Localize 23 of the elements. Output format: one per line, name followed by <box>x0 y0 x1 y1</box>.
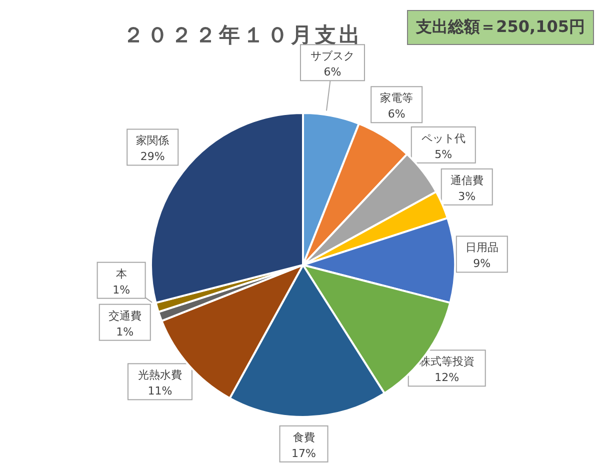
chart-title: ２０２２年１０月支出 <box>123 23 363 47</box>
data-label: 5% <box>434 148 452 161</box>
data-label: 11% <box>148 384 172 398</box>
data-label: 6% <box>388 108 406 121</box>
slice-label: 食費 <box>292 430 315 444</box>
data-label: 17% <box>292 446 316 460</box>
slice-label: 日用品 <box>465 241 498 254</box>
data-label: 3% <box>458 190 476 203</box>
text: 支出総額＝250,105円 <box>407 10 594 45</box>
data-label: 29% <box>140 150 165 164</box>
slice-label: 光熱水費 <box>138 368 182 382</box>
slice-label: 本 <box>116 267 127 280</box>
slice-label: 交通費 <box>108 309 142 322</box>
data-label: 6% <box>324 66 342 79</box>
data-label: 12% <box>434 371 460 384</box>
data-label: 1% <box>116 325 134 338</box>
data-label: 9% <box>473 257 491 270</box>
data-label: 1% <box>112 283 130 296</box>
slice-label: 家電等 <box>380 92 414 105</box>
slice-label: 通信費 <box>450 174 484 187</box>
slice-label: 家関係 <box>136 134 170 148</box>
slice-label: サブスク <box>310 50 354 63</box>
slice-label: ペット代 <box>421 132 466 145</box>
